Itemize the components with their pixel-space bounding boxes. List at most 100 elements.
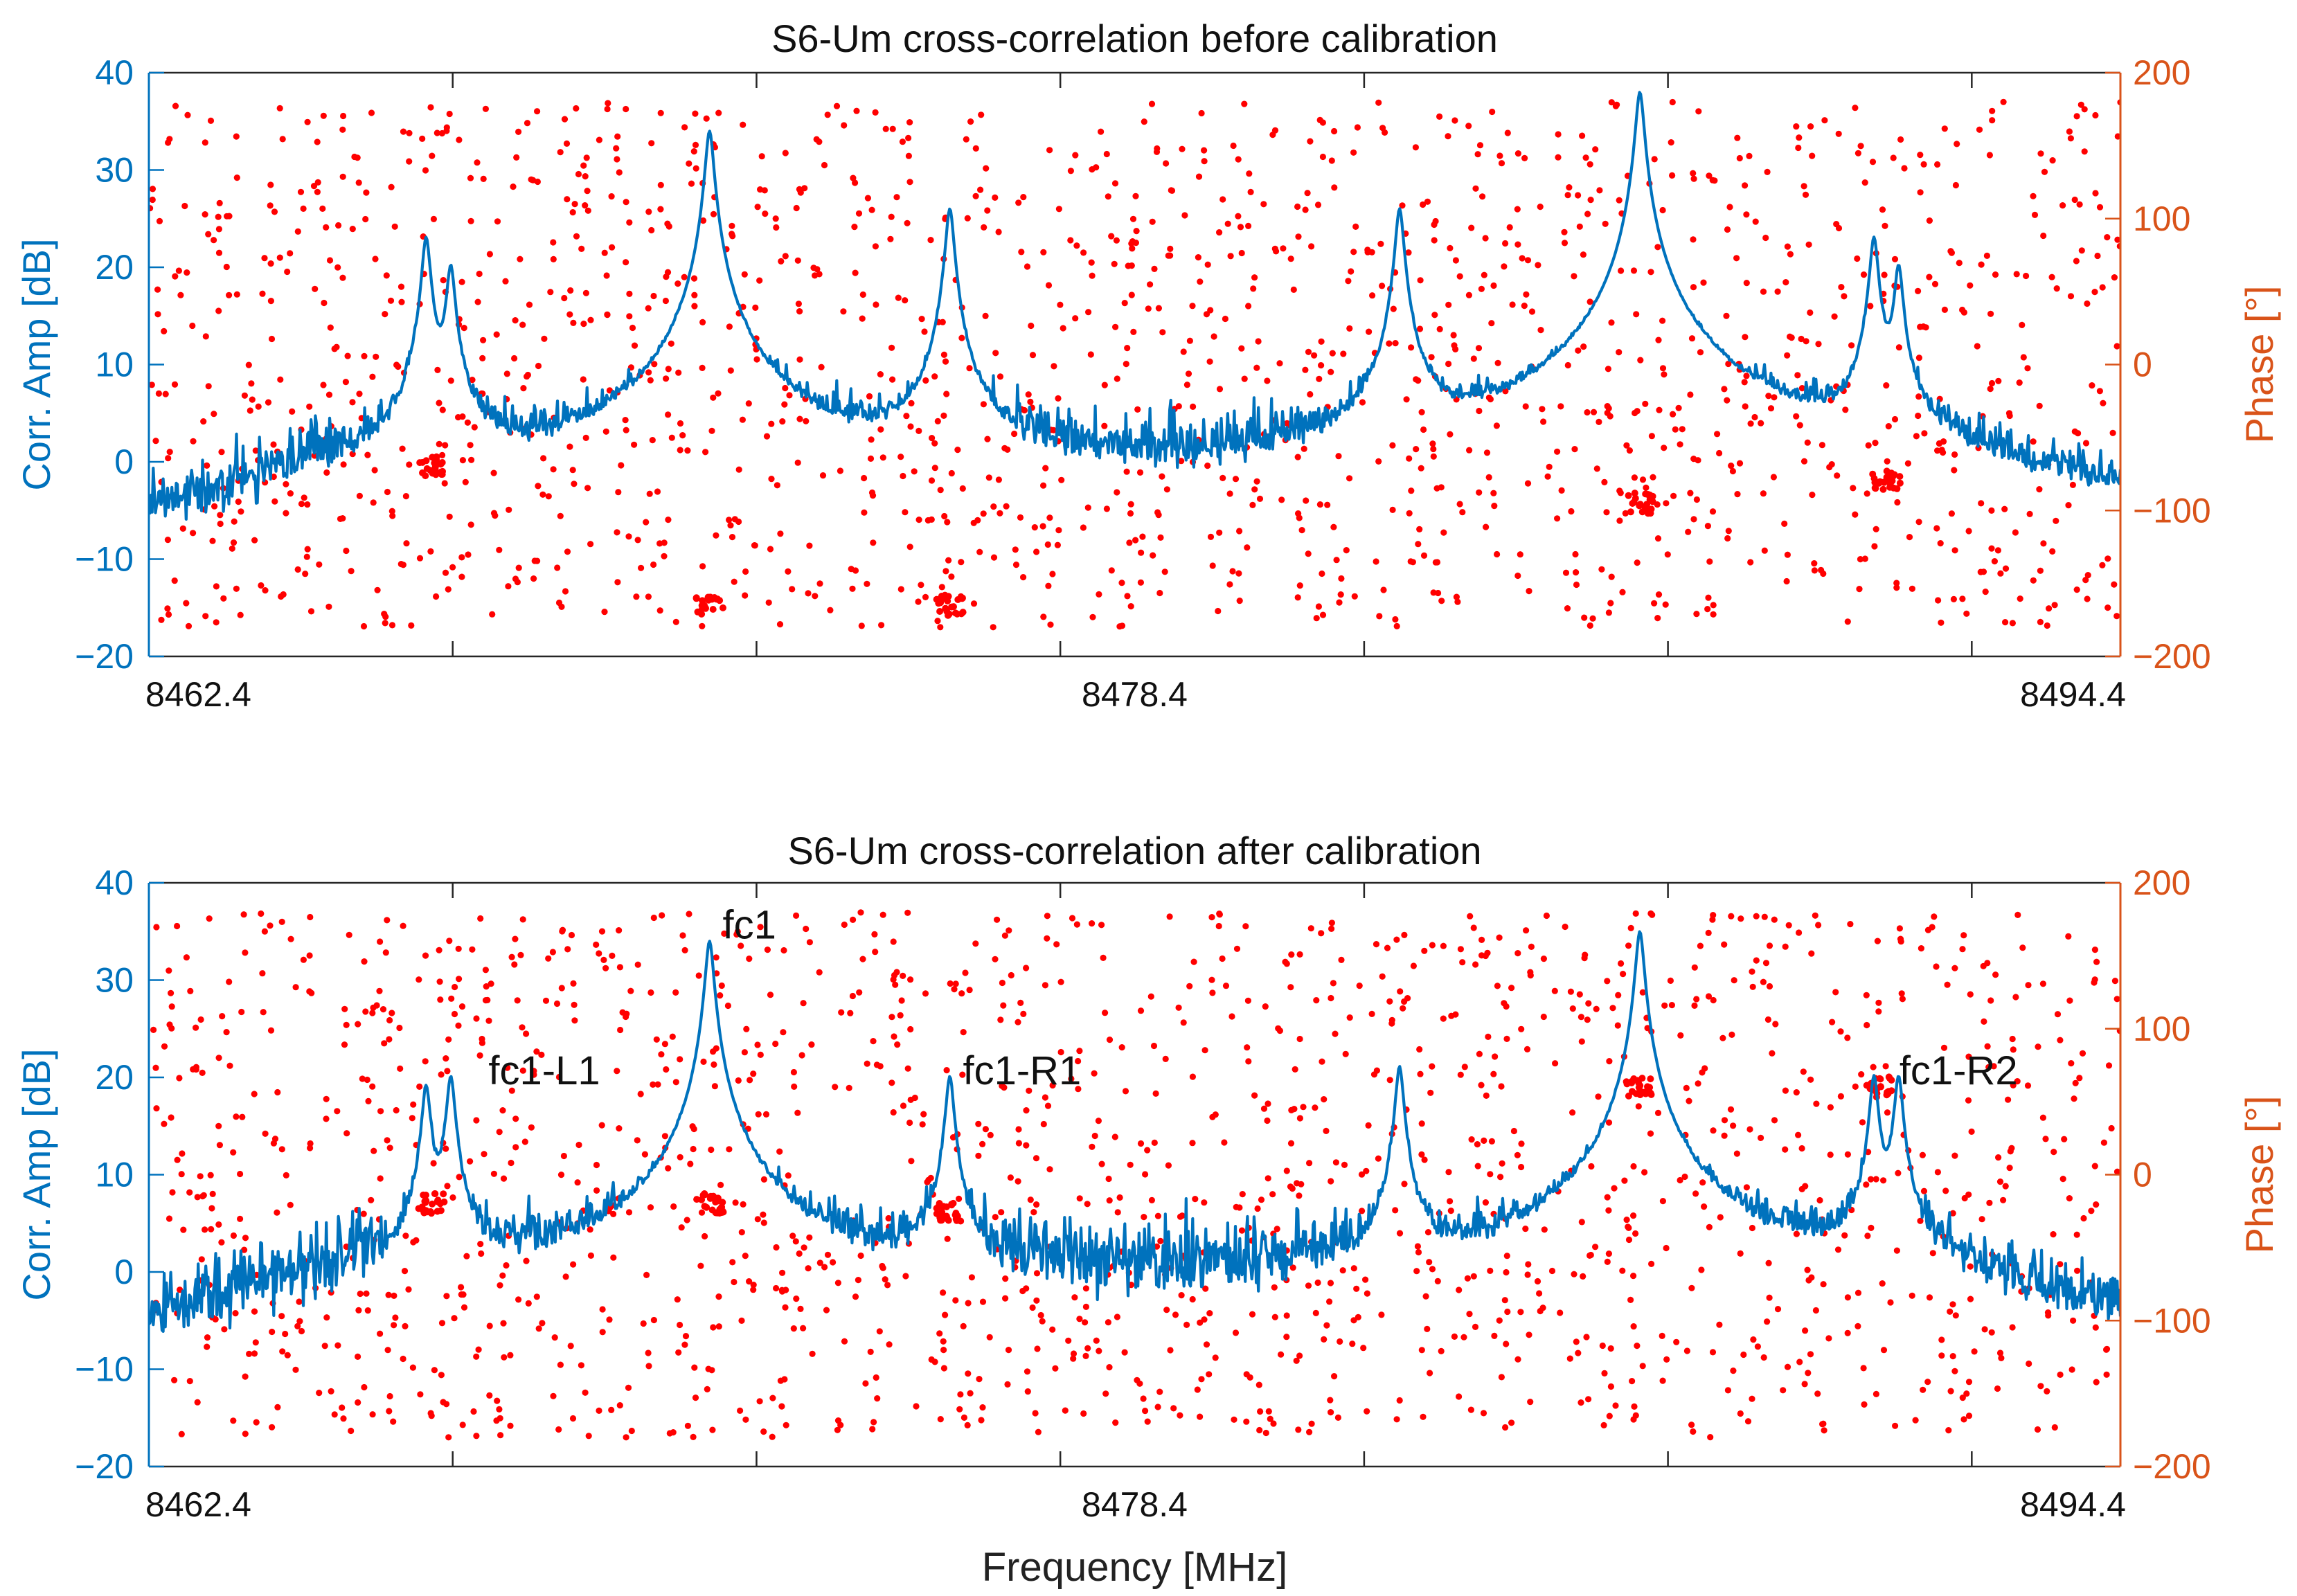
- phase-point: [1551, 987, 1558, 994]
- phase-point: [1215, 607, 1222, 615]
- phase-point: [415, 976, 422, 983]
- phase-point: [343, 1130, 350, 1137]
- phase-point: [1472, 1323, 1479, 1330]
- phase-point: [2017, 595, 2023, 602]
- phase-point: [1793, 413, 1800, 420]
- phase-point: [1098, 922, 1105, 929]
- phase-point: [1461, 1064, 1468, 1070]
- phase-point: [1700, 279, 1707, 286]
- phase-point: [494, 218, 501, 225]
- phase-point: [2092, 190, 2099, 197]
- phase-point: [1573, 569, 1580, 576]
- phase-point: [769, 1395, 776, 1401]
- phase-point: [566, 443, 573, 450]
- phase-point: [1579, 132, 1586, 139]
- phase-point: [884, 1282, 891, 1289]
- phase-point: [1585, 1396, 1592, 1403]
- phase-point: [1728, 1031, 1735, 1038]
- phase-point: [1364, 249, 1371, 255]
- phase-point: [434, 366, 441, 374]
- y-tick-label: 0: [114, 1253, 134, 1291]
- phase-point: [1743, 373, 1750, 379]
- phase-point: [1366, 328, 1373, 335]
- phase-point: [623, 1434, 629, 1441]
- phase-point: [1587, 1252, 1593, 1259]
- phase-point: [1770, 474, 1777, 481]
- phase-point: [888, 344, 895, 351]
- phase-point: [1421, 947, 1428, 954]
- phase-point: [440, 277, 447, 284]
- phase-point: [862, 1380, 869, 1387]
- phase-point: [1635, 1103, 1642, 1110]
- phase-point: [1863, 1181, 1870, 1188]
- phase-point: [1316, 375, 1323, 382]
- phase-point: [300, 956, 307, 963]
- phase-point: [168, 989, 175, 996]
- phase-point: [268, 335, 276, 343]
- phase-point: [2091, 947, 2098, 953]
- phase-cluster-point: [1871, 484, 1879, 492]
- phase-point: [1494, 983, 1501, 989]
- phase-point: [1688, 1422, 1695, 1428]
- phase-point: [1813, 1100, 1820, 1107]
- phase-point: [1262, 1003, 1269, 1010]
- phase-point: [1498, 1083, 1505, 1090]
- phase-point: [850, 916, 857, 923]
- phase-point: [2091, 976, 2098, 983]
- phase-point: [1487, 1171, 1494, 1178]
- phase-point: [582, 173, 589, 180]
- phase-point: [645, 593, 652, 600]
- phase-point: [2091, 1163, 2098, 1169]
- phase-point: [1885, 423, 1892, 430]
- phase-point: [323, 1095, 330, 1102]
- phase-point: [1608, 99, 1615, 106]
- phase-point: [377, 1108, 384, 1115]
- phase-point: [1390, 305, 1397, 312]
- phase-point: [1844, 1034, 1851, 1041]
- phase-point: [934, 618, 941, 625]
- phase-point: [449, 1194, 456, 1201]
- phase-point: [1023, 1107, 1030, 1114]
- phase-point: [610, 1210, 617, 1217]
- phase-point: [557, 512, 564, 519]
- phase-point: [184, 269, 190, 276]
- phase-point: [1440, 1015, 1447, 1022]
- phase-point: [1534, 1277, 1541, 1285]
- phase-point: [1527, 1399, 1534, 1406]
- phase-point: [430, 215, 438, 222]
- phase-point: [354, 1353, 361, 1360]
- phase-point: [1244, 544, 1251, 551]
- phase-point: [1082, 1352, 1089, 1359]
- phase-point: [681, 274, 688, 280]
- phase-point: [697, 1262, 704, 1269]
- phase-point: [1784, 1363, 1791, 1370]
- phase-point: [1742, 403, 1749, 410]
- phase-point: [1814, 1390, 1821, 1397]
- phase-point: [2084, 300, 2091, 307]
- phase-point: [858, 622, 865, 629]
- phase-point: [1028, 322, 1035, 330]
- phase-point: [306, 988, 313, 995]
- phase-point: [580, 376, 587, 383]
- phase-point: [1208, 976, 1215, 983]
- phase-point: [1245, 222, 1252, 229]
- phase-point: [1348, 268, 1355, 275]
- phase-point: [1377, 240, 1384, 247]
- phase-point: [1837, 1093, 1844, 1100]
- phase-point: [1564, 192, 1571, 199]
- phase-point: [1818, 442, 1825, 449]
- phase-point: [1605, 366, 1611, 373]
- phase-point: [1151, 265, 1158, 272]
- phase-point: [262, 1130, 269, 1137]
- phase-point: [943, 1067, 950, 1074]
- phase-point: [834, 1280, 841, 1286]
- phase-point: [224, 213, 231, 219]
- phase-point: [1870, 1064, 1877, 1070]
- phase-point: [1053, 941, 1060, 948]
- phase-point: [1744, 1418, 1752, 1425]
- phase-point: [2103, 1345, 2111, 1352]
- phase-point: [486, 251, 494, 258]
- phase-point: [1084, 1345, 1091, 1352]
- phase-cluster-point: [1896, 473, 1904, 481]
- phase-point: [1386, 1077, 1393, 1084]
